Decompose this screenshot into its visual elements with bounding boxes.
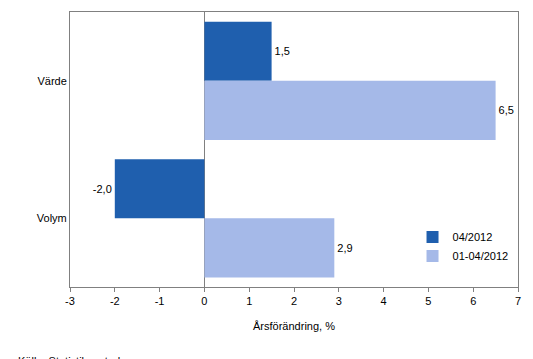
svg-text:4: 4 xyxy=(381,295,387,307)
svg-text:-3: -3 xyxy=(65,295,75,307)
svg-text:1: 1 xyxy=(246,295,252,307)
svg-text:01-04/2012: 01-04/2012 xyxy=(453,250,509,262)
svg-text:Värde: Värde xyxy=(37,75,66,87)
svg-text:1,5: 1,5 xyxy=(275,45,290,57)
svg-text:Volym: Volym xyxy=(37,212,67,224)
svg-text:0: 0 xyxy=(201,295,207,307)
svg-text:04/2012: 04/2012 xyxy=(453,231,493,243)
svg-text:Källa: Statistikcentralen: Källa: Statistikcentralen xyxy=(18,355,132,359)
svg-text:-2,0: -2,0 xyxy=(93,183,112,195)
svg-text:2,9: 2,9 xyxy=(337,242,352,254)
svg-text:-2: -2 xyxy=(110,295,120,307)
svg-text:2: 2 xyxy=(291,295,297,307)
svg-text:5: 5 xyxy=(425,295,431,307)
svg-text:6,5: 6,5 xyxy=(499,104,514,116)
svg-text:3: 3 xyxy=(336,295,342,307)
svg-text:6: 6 xyxy=(470,295,476,307)
svg-text:Årsförändring, %: Årsförändring, % xyxy=(253,320,335,332)
svg-text:-1: -1 xyxy=(155,295,165,307)
svg-text:7: 7 xyxy=(515,295,521,307)
